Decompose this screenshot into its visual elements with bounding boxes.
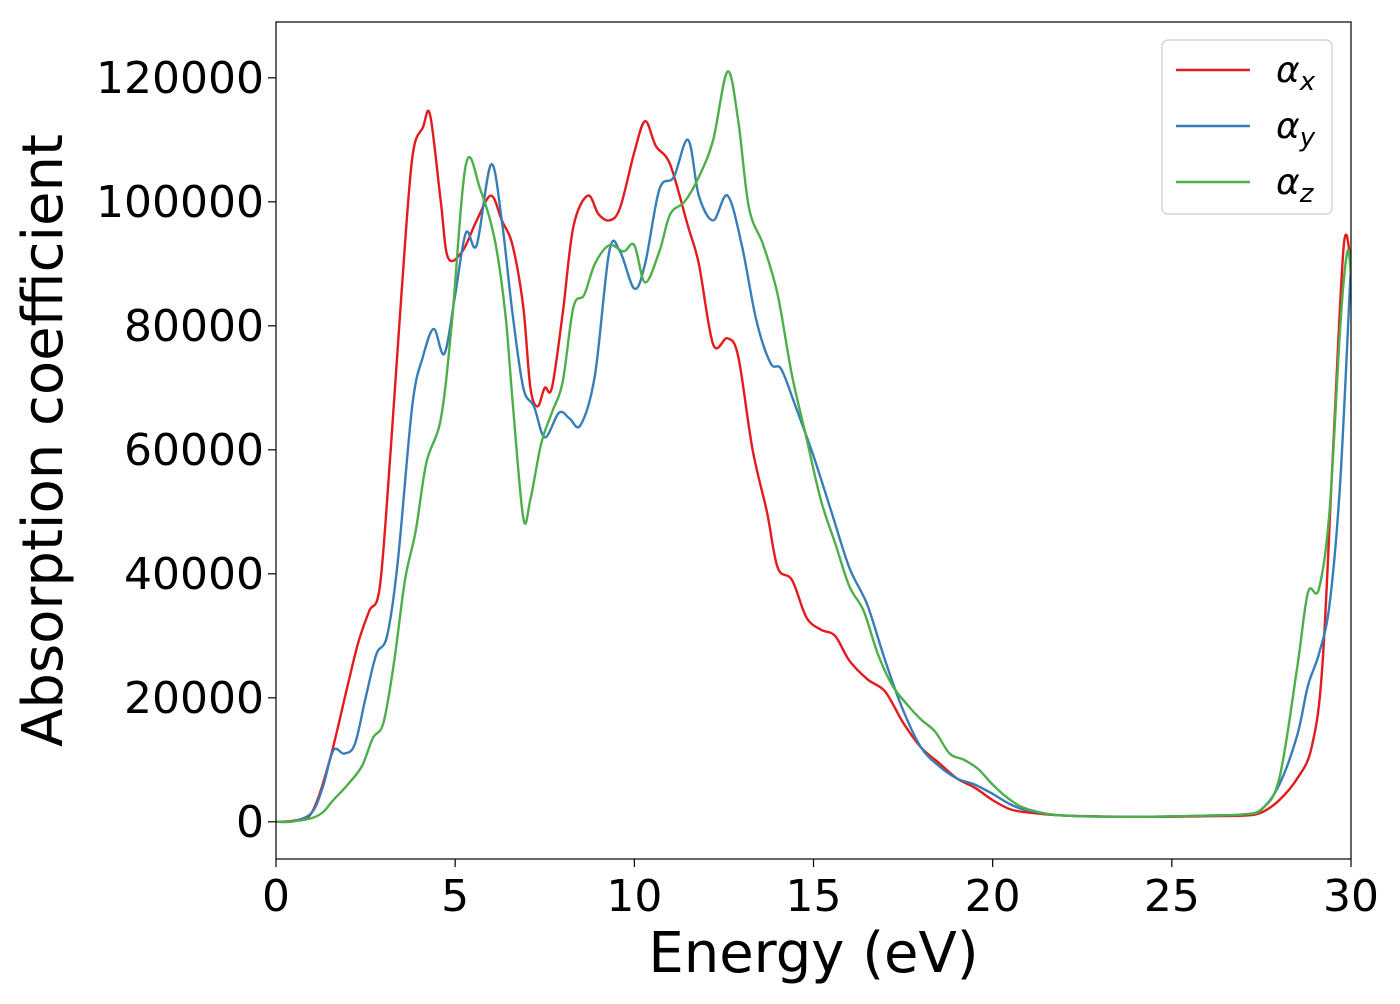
y-axis-label: Absorption coefficient [11,134,76,747]
y-tick-label: 20000 [124,673,264,724]
y-tick-label: 0 [236,797,264,848]
y-tick-label: 80000 [124,301,264,352]
x-tick-label: 10 [606,871,662,922]
x-tick-label: 5 [441,871,469,922]
legend-label: αy [1276,106,1316,153]
x-axis-ticks: 0 5 10 15 20 25 30 [262,859,1379,922]
x-tick-label: 25 [1144,871,1200,922]
y-axis-ticks: 0 20000 40000 60000 80000 100000 120000 [96,53,276,848]
series-line-3 [276,70,1351,823]
legend-label: αx [1276,50,1316,97]
legend-label: αz [1276,162,1315,209]
legend: αx αy αz [1161,39,1333,215]
x-tick-label: 20 [965,871,1021,922]
y-tick-label: 100000 [96,177,264,228]
x-tick-label: 0 [262,871,290,922]
y-tick-label: 120000 [96,53,264,104]
x-tick-label: 30 [1323,871,1379,922]
x-tick-label: 15 [786,871,842,922]
x-axis-label: Energy (eV) [648,921,978,986]
y-tick-label: 40000 [124,549,264,600]
series-line-2 [276,138,1351,824]
y-tick-label: 60000 [124,425,264,476]
series-lines [276,70,1351,824]
